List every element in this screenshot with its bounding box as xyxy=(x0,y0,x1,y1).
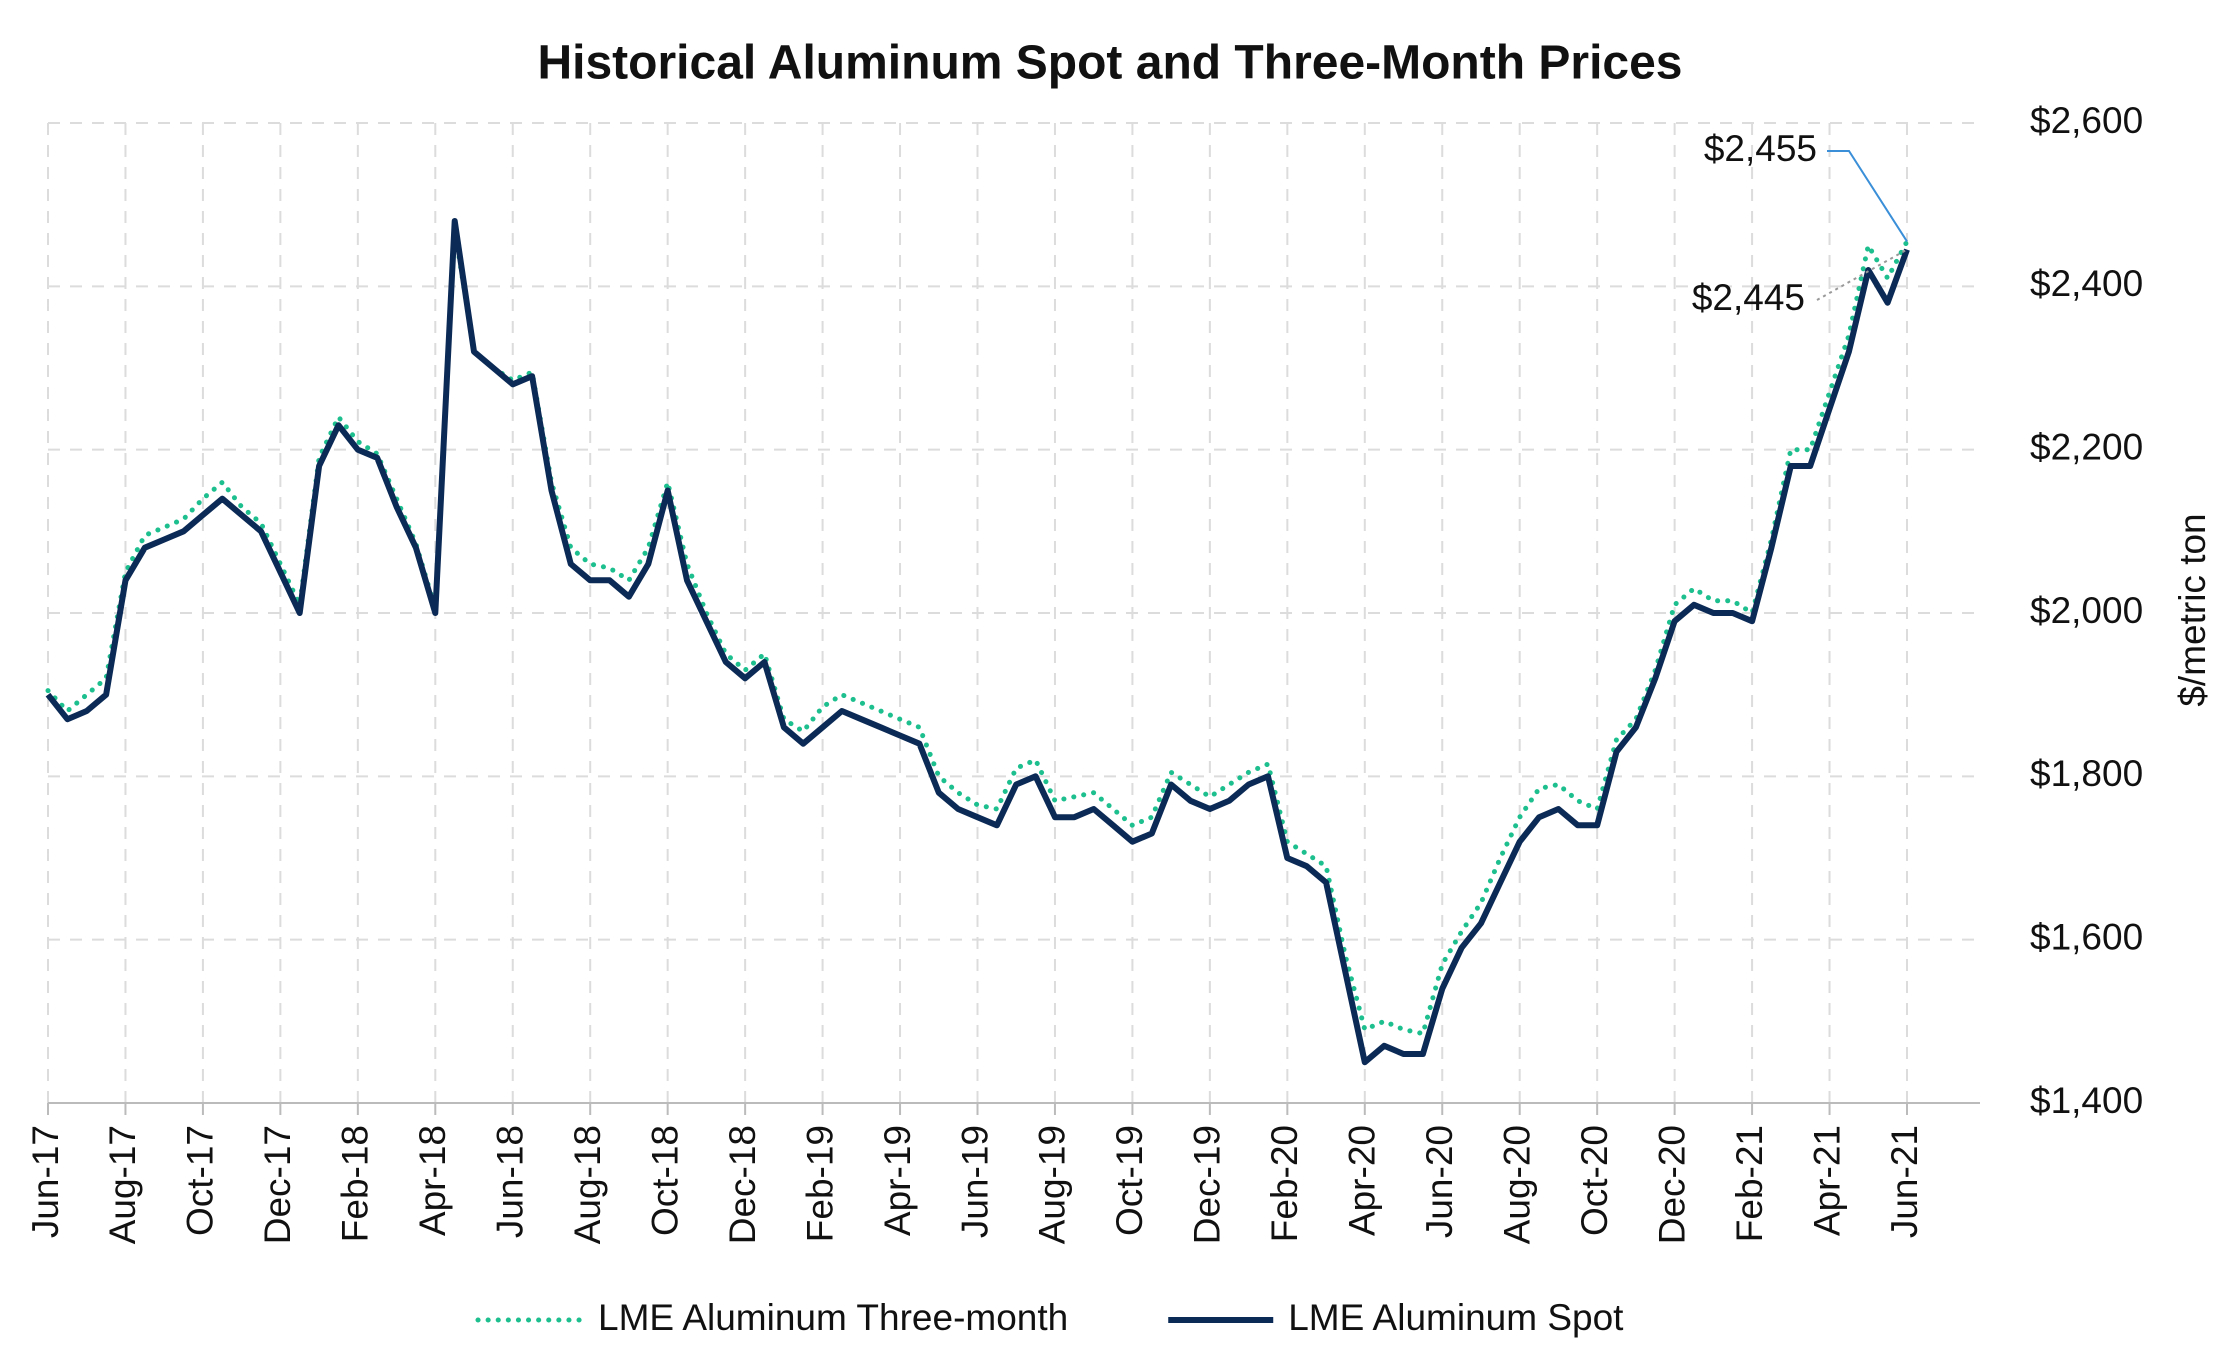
x-tick-label: Feb-21 xyxy=(1729,1125,1770,1242)
x-tick-label: Aug-20 xyxy=(1496,1125,1537,1244)
series-line xyxy=(45,228,1910,1037)
x-tick-label: Apr-19 xyxy=(877,1125,918,1236)
y-tick-label: $1,600 xyxy=(2030,916,2143,957)
x-tick-label: Dec-18 xyxy=(722,1125,763,1244)
x-tick-label: Aug-19 xyxy=(1032,1125,1073,1244)
x-tick-label: Feb-19 xyxy=(799,1125,840,1242)
y-tick-label: $2,600 xyxy=(2030,100,2143,141)
x-tick-label: Apr-18 xyxy=(412,1125,453,1236)
y-axis-label: $/metric ton xyxy=(2172,513,2213,706)
y-tick-label: $2,400 xyxy=(2030,263,2143,304)
x-tick-label: Aug-17 xyxy=(102,1125,143,1244)
x-tick-label: Feb-20 xyxy=(1264,1125,1305,1242)
x-tick-label: Jun-20 xyxy=(1419,1125,1460,1238)
y-tick-label: $1,400 xyxy=(2030,1080,2143,1121)
x-tick-label: Apr-20 xyxy=(1342,1125,1383,1236)
y-tick-label: $2,200 xyxy=(2030,426,2143,467)
legend-label: LME Aluminum Spot xyxy=(1288,1297,1624,1338)
x-tick-label: Oct-19 xyxy=(1109,1125,1150,1236)
x-tick-label: Jun-21 xyxy=(1884,1125,1925,1238)
x-tick-label: Dec-17 xyxy=(257,1125,298,1244)
leader-line xyxy=(1816,248,1908,301)
x-tick-label: Oct-17 xyxy=(180,1125,221,1236)
x-tick-label: Oct-20 xyxy=(1574,1125,1615,1236)
x-tick-label: Aug-18 xyxy=(567,1125,608,1244)
end-label: $2,455 xyxy=(1704,128,1817,169)
x-tick-label: Dec-19 xyxy=(1187,1125,1228,1244)
x-tick-label: Oct-18 xyxy=(644,1125,685,1236)
legend-label: LME Aluminum Three-month xyxy=(598,1297,1068,1338)
x-tick-label: Feb-18 xyxy=(335,1125,376,1242)
end-label: $2,445 xyxy=(1692,277,1805,318)
x-tick-label: Jun-18 xyxy=(490,1125,531,1238)
leader-line xyxy=(1827,150,1908,242)
x-tick-label: Apr-21 xyxy=(1806,1125,1847,1236)
y-tick-label: $1,800 xyxy=(2030,753,2143,794)
series-line xyxy=(45,218,1910,1066)
x-tick-label: Jun-19 xyxy=(954,1125,995,1238)
x-tick-label: Dec-20 xyxy=(1651,1125,1692,1244)
chart-title: Historical Aluminum Spot and Three-Month… xyxy=(537,37,1682,90)
y-tick-label: $2,000 xyxy=(2030,590,2143,631)
x-tick-label: Jun-17 xyxy=(25,1125,66,1238)
